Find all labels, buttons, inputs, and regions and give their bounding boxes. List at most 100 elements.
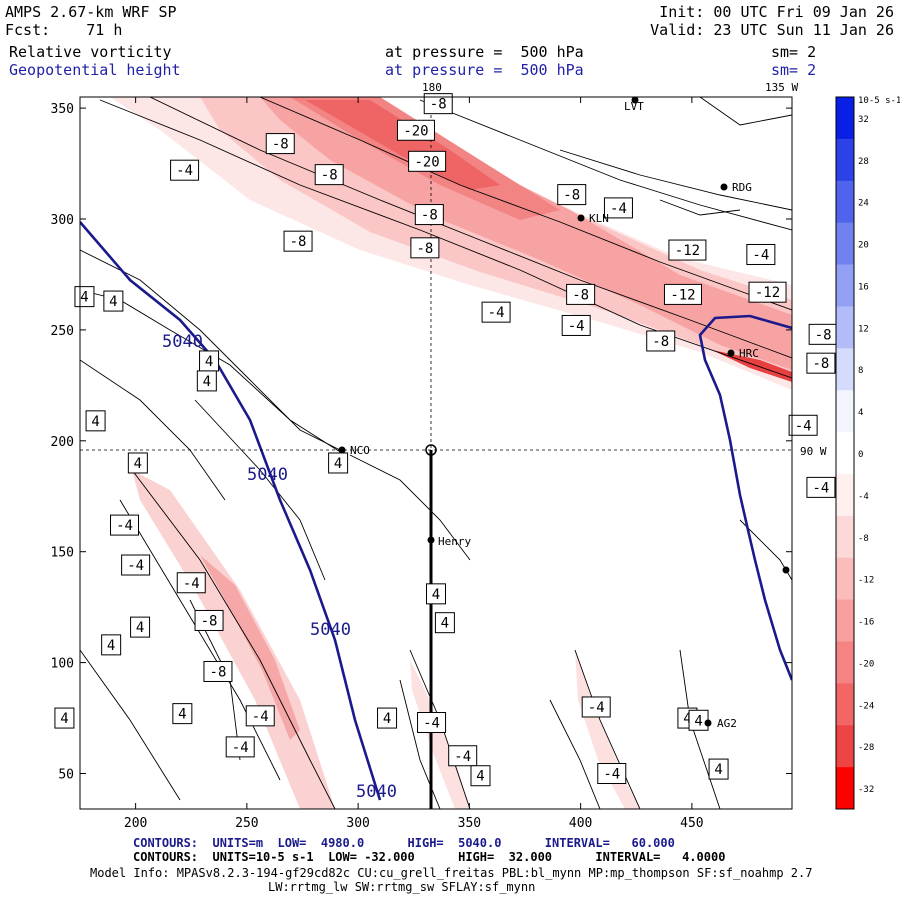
axes: 200 250 300 350 400 450 50 100 150 200 250 300 350 (51, 97, 792, 831)
contour-line-13 (80, 649, 181, 801)
height-labels: 5040 5040 5040 5040 (162, 332, 397, 802)
lon-180-label: 180 (422, 81, 442, 94)
colorbar-segment (836, 641, 854, 684)
vorticity-label-text: -8 (652, 334, 669, 350)
vorticity-label-text: 4 (80, 290, 88, 306)
vorticity-label-box (121, 554, 151, 576)
vorticity-label: -4 (121, 554, 151, 576)
shade-minus12-upper (260, 97, 792, 370)
vorticity-label-text: -4 (752, 247, 769, 263)
contour-line-2 (149, 97, 792, 359)
contour-line-20 (739, 519, 792, 581)
vorticity-label-box (265, 133, 295, 155)
colorbar-tick-label: -12 (858, 576, 874, 586)
vorticity-label: -12 (668, 239, 707, 261)
vorticity-label-text: -8 (572, 287, 589, 303)
vorticity-label-text: -8 (815, 327, 832, 343)
vorticity-label: -8 (557, 184, 587, 206)
footer-height-contours: CONTOURS: UNITS=m LOW= 4980.0 HIGH= 5040… (133, 836, 675, 850)
vorticity-label: 4 (103, 290, 124, 312)
vorticity-label: -20 (408, 150, 447, 172)
lon-135w-label: 135 W (765, 81, 798, 94)
vorticity-label-text: 4 (476, 769, 484, 785)
height-label: 5040 (356, 782, 397, 802)
colorbar-segment (836, 725, 854, 768)
vorticity-label: 4 (85, 410, 106, 432)
height-contours (80, 221, 792, 801)
vorticity-label-text: -4 (603, 767, 620, 783)
x-tick-label: 300 (346, 816, 369, 831)
colorbar-tick-label: 24 (858, 199, 869, 209)
vorticity-label-box (245, 705, 275, 727)
vorticity-label: -8 (203, 660, 233, 682)
vorticity-label: 4 (172, 703, 193, 725)
shade-band-left (132, 470, 335, 809)
vorticity-label-box (54, 707, 75, 729)
field1-name: Relative vorticity (9, 43, 172, 61)
y-tick-label: 50 (58, 768, 74, 783)
vorticity-label: -4 (225, 736, 255, 758)
colorbar-segment (836, 222, 854, 266)
vorticity-label-text: -4 (812, 480, 829, 496)
contour-line-5 (559, 149, 792, 211)
vorticity-label-text: 4 (432, 587, 440, 603)
height-5040-west (80, 221, 382, 801)
colorbar-segment (836, 599, 854, 642)
vorticity-label-text: -8 (201, 613, 218, 629)
vorticity-label-text: -4 (488, 305, 505, 321)
station-hrc: HRC (739, 347, 759, 360)
x-tick-label: 200 (124, 816, 147, 831)
contour-line-9 (194, 399, 326, 581)
colorbar-segment (836, 473, 854, 517)
colorbar-tick-label: -24 (858, 701, 874, 711)
vorticity-label-text: -8 (416, 241, 433, 257)
station-dot (631, 96, 639, 104)
vorticity-label-box (663, 283, 702, 305)
station-dot (577, 214, 585, 222)
contour-line-21 (699, 97, 792, 126)
contour-line-12 (119, 499, 281, 781)
vorticity-label-box (646, 330, 676, 352)
vorticity-label: 4 (434, 612, 455, 634)
colorbar-segment (836, 348, 854, 391)
vorticity-label: 4 (127, 452, 148, 474)
contour-line-17 (574, 649, 641, 809)
vorticity-label-box (426, 583, 446, 605)
colorbar-units: 10-5 s-1 (858, 96, 900, 106)
vorticity-label-text: 4 (383, 711, 391, 727)
fcst-value: 71 h (86, 21, 123, 39)
colorbar-segment (836, 683, 854, 726)
vorticity-label: -4 (806, 476, 836, 498)
vorticity-label: -4 (110, 514, 139, 536)
shade-minus20-upper (305, 100, 500, 190)
colorbar-tick-label: 28 (858, 157, 869, 167)
vorticity-label: -4 (581, 696, 611, 718)
y-tick-label: 150 (51, 546, 74, 561)
station-henry: Henry (438, 535, 471, 548)
vorticity-label-text: -12 (755, 285, 780, 301)
vorticity-label-text: -8 (272, 137, 289, 153)
vorticity-label: 4 (688, 709, 709, 731)
colorbar-tick-label: -4 (858, 492, 869, 502)
forecast-label: Fcst: 71 h (5, 22, 122, 39)
vorticity-label-text: -4 (116, 518, 133, 534)
vorticity-label-box (423, 93, 453, 115)
plot-area (80, 97, 792, 809)
x-tick-label: 450 (680, 816, 703, 831)
vorticity-label-text: 4 (334, 456, 342, 472)
vorticity-label: -4 (561, 314, 591, 336)
y-tick-label: 200 (51, 435, 74, 450)
vorticity-label-box (448, 745, 478, 767)
contour-line-1 (99, 99, 792, 379)
vorticity-label-text: 4 (714, 762, 722, 778)
colorbar-tick-label: -16 (858, 618, 874, 628)
colorbar-segment (836, 767, 854, 810)
vorticity-label-text: 4 (441, 616, 449, 632)
vorticity-label: -4 (597, 763, 627, 785)
vorticity-label-text: -4 (795, 418, 812, 434)
contour-line-6 (80, 249, 341, 451)
vorticity-label-box (196, 370, 217, 392)
vorticity-label-text: 4 (694, 713, 702, 729)
vorticity-label: -8 (808, 323, 838, 345)
colorbar: 10-5 s-1 32 28 24 20 16 12 8 4 0 -4 -8 -12 -16 -20 -24… (835, 96, 900, 810)
